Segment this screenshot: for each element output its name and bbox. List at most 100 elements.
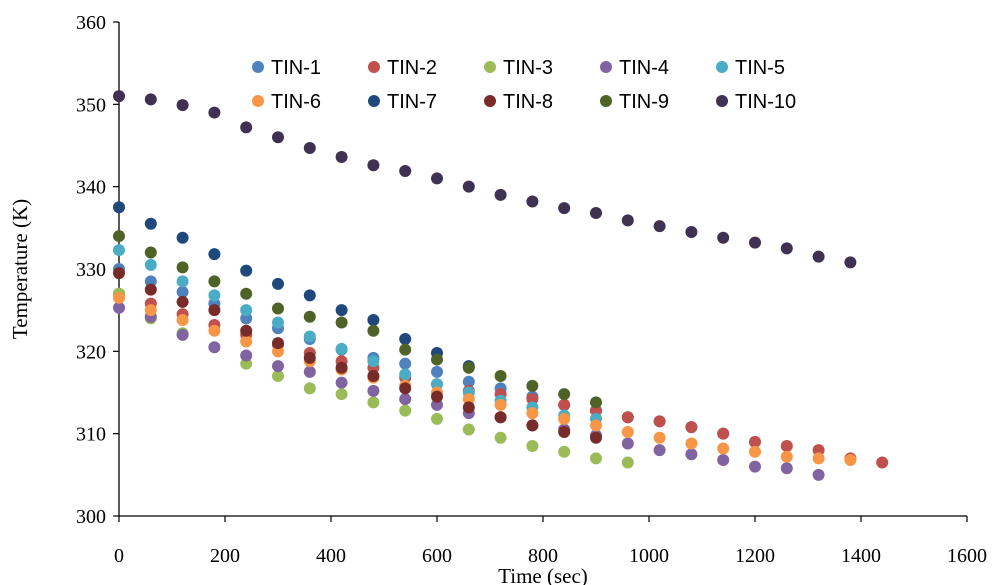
data-point — [494, 411, 507, 424]
data-point — [335, 376, 348, 389]
data-point — [812, 444, 825, 457]
data-point — [176, 314, 189, 327]
data-point — [335, 388, 348, 401]
data-point — [653, 431, 666, 444]
data-point — [621, 426, 634, 439]
data-point — [653, 220, 666, 233]
data-point — [176, 328, 189, 341]
data-point — [780, 242, 793, 255]
x-tick-label: 1600 — [947, 545, 987, 567]
data-point — [240, 121, 253, 134]
data-point — [335, 304, 348, 317]
data-point — [144, 258, 157, 271]
data-point — [240, 335, 253, 348]
x-tick-label: 1200 — [735, 545, 775, 567]
data-point — [431, 390, 443, 403]
data-point — [272, 360, 284, 373]
x-tick-label: 400 — [316, 545, 346, 567]
data-point — [272, 316, 284, 329]
x-axis-title: Time (sec) — [498, 564, 588, 585]
data-point — [685, 225, 698, 238]
data-point — [462, 180, 475, 193]
data-point — [113, 230, 125, 243]
data-point — [208, 248, 221, 261]
data-point — [590, 431, 602, 444]
y-axis-title: Temperature (K) — [8, 199, 32, 339]
data-point — [780, 462, 793, 475]
data-point — [494, 370, 507, 383]
data-point — [812, 250, 825, 263]
y-tick-label: 360 — [76, 12, 106, 34]
series-tin-9 — [113, 230, 602, 409]
data-point — [590, 207, 602, 220]
legend-item: TIN-8 — [484, 91, 553, 113]
x-tick-label: 600 — [422, 545, 452, 567]
data-point — [272, 345, 284, 358]
legend-marker — [600, 95, 612, 107]
x-tick-label: 1000 — [629, 545, 669, 567]
x-tick-label: 0 — [114, 545, 124, 567]
x-tick-label: 1400 — [841, 545, 881, 567]
data-point — [144, 246, 157, 259]
data-points — [113, 90, 889, 481]
data-point — [844, 454, 857, 467]
data-point — [494, 431, 507, 444]
data-point — [653, 415, 666, 428]
y-tick-label: 350 — [76, 94, 106, 116]
legend-item: TIN-2 — [368, 57, 437, 79]
data-point — [113, 244, 125, 257]
data-point — [367, 159, 380, 172]
legend-item: TIN-3 — [484, 57, 553, 79]
data-point — [590, 396, 602, 409]
data-point — [399, 332, 412, 345]
data-point — [208, 106, 221, 119]
data-point — [558, 426, 571, 439]
data-point — [335, 316, 348, 329]
data-point — [113, 267, 125, 280]
legend-item: TIN-7 — [368, 91, 437, 113]
series-tin-1 — [113, 263, 730, 440]
y-tick-label: 340 — [76, 177, 106, 199]
data-point — [144, 217, 157, 230]
data-point — [462, 401, 475, 414]
legend-label: TIN-4 — [619, 57, 669, 79]
data-point — [621, 214, 634, 227]
legend-item: TIN-4 — [600, 57, 669, 79]
legend-label: TIN-6 — [271, 91, 321, 113]
data-point — [685, 448, 698, 461]
data-point — [399, 165, 412, 178]
data-point — [526, 407, 539, 420]
data-point — [303, 310, 316, 323]
legend-label: TIN-10 — [735, 91, 796, 113]
data-point — [812, 452, 825, 465]
tick-labels: 0 200 400 600 800 1000 1200 1400 1600 300 310 320 33… — [76, 12, 987, 567]
data-point — [335, 151, 348, 164]
y-tick-label: 320 — [76, 341, 106, 363]
legend-label: TIN-7 — [387, 91, 437, 113]
data-point — [462, 393, 475, 406]
data-point — [621, 437, 634, 450]
data-point — [144, 283, 157, 296]
data-point — [558, 412, 571, 425]
data-point — [526, 195, 539, 208]
data-point — [749, 445, 761, 458]
data-point — [749, 435, 761, 448]
ticks — [113, 21, 968, 522]
data-point — [272, 302, 284, 315]
legend-marker — [368, 61, 380, 73]
data-point — [113, 90, 125, 103]
data-point — [240, 349, 253, 362]
data-point — [717, 442, 730, 455]
data-point — [176, 295, 189, 308]
legend-marker — [716, 95, 728, 107]
x-tick-label: 800 — [528, 545, 558, 567]
legend-marker — [368, 95, 380, 107]
data-point — [653, 444, 666, 457]
data-point — [113, 291, 125, 304]
legend-marker — [716, 61, 728, 73]
data-point — [399, 382, 412, 395]
legend-item: TIN-1 — [252, 57, 321, 79]
data-point — [717, 231, 730, 244]
data-point — [431, 365, 443, 378]
